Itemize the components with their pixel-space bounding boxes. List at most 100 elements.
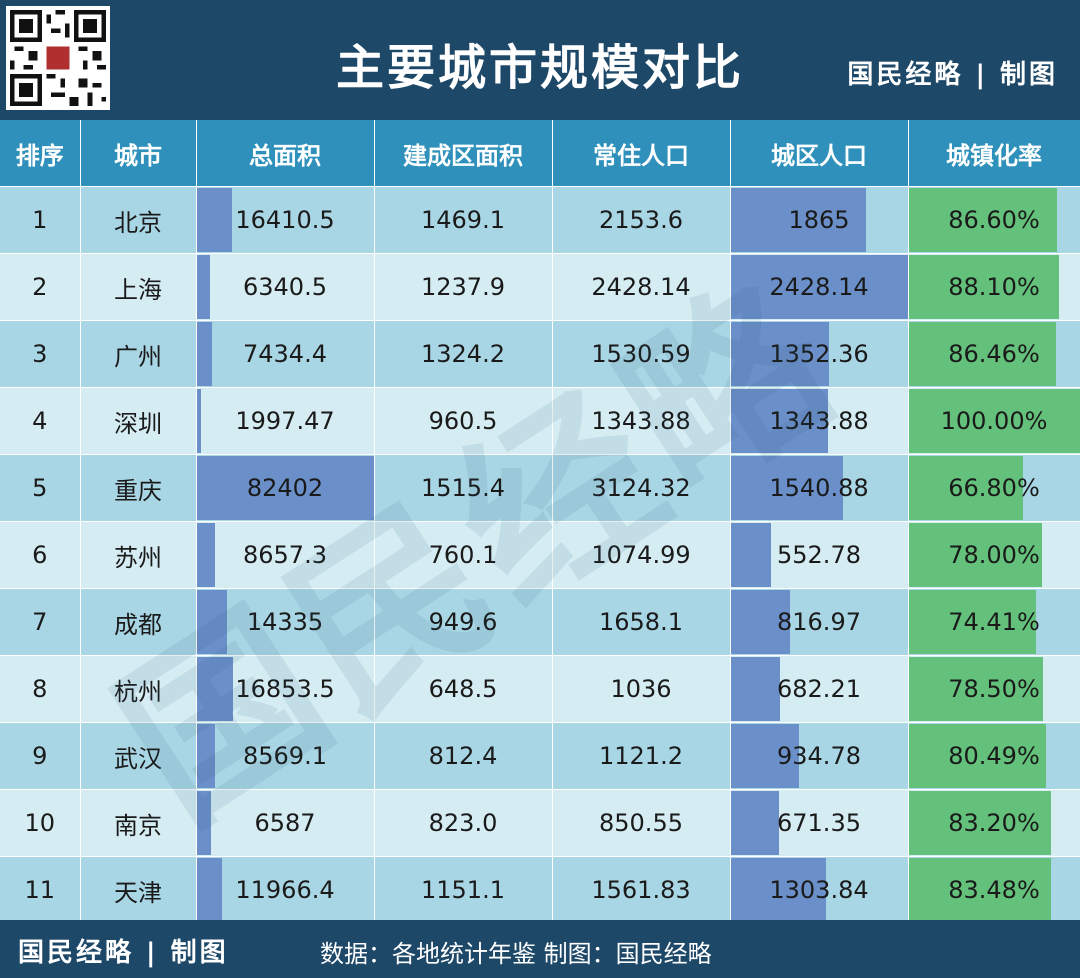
cell-value: 3 <box>32 340 48 368</box>
total-area-cell: 6587 <box>196 789 375 857</box>
urbanization-bar <box>908 590 1036 654</box>
table-row: 2 上海 6340.5 1237.9 2428.14 2428.14 88.10% <box>0 253 1080 321</box>
cell-value: 11966.4 <box>235 876 335 904</box>
cell-value: 广州 <box>114 342 162 371</box>
cell-value: 1865 <box>788 206 850 234</box>
urban-pop-cell: 816.97 <box>730 588 909 656</box>
column-header: 建成区面积 <box>374 120 553 187</box>
city-cell: 天津 <box>80 856 197 924</box>
cell-value: 成都 <box>114 610 162 639</box>
urban-pop-bar <box>730 389 829 453</box>
total-area-bar <box>196 255 211 319</box>
urbanization-bar <box>908 389 1080 453</box>
total-area-bar <box>196 456 374 520</box>
cell-value: 8569.1 <box>243 742 327 770</box>
built-area-cell: 1515.4 <box>374 454 553 522</box>
cell-value: 3124.32 <box>591 474 691 502</box>
urbanization-cell: 80.49% <box>908 722 1080 790</box>
total-area-bar <box>196 523 216 587</box>
resident-pop-cell: 2428.14 <box>552 253 731 321</box>
urbanization-cell: 83.20% <box>908 789 1080 857</box>
urban-pop-cell: 2428.14 <box>730 253 909 321</box>
urban-pop-bar <box>730 523 771 587</box>
cell-value: 16410.5 <box>235 206 335 234</box>
cell-value: 6 <box>32 541 48 569</box>
column-header: 排序 <box>0 120 81 187</box>
built-area-cell: 760.1 <box>374 521 553 589</box>
total-area-cell: 1997.47 <box>196 387 375 455</box>
cell-value: 1352.36 <box>769 340 869 368</box>
urbanization-cell: 86.46% <box>908 320 1080 388</box>
page-title: 主要城市规模对比 <box>335 40 744 96</box>
total-area-bar <box>196 590 228 654</box>
city-cell: 上海 <box>80 253 197 321</box>
urbanization-bar <box>908 724 1047 788</box>
rank-cell: 2 <box>0 253 81 321</box>
urbanization-cell: 66.80% <box>908 454 1080 522</box>
table-row: 7 成都 14335 949.6 1658.1 816.97 74.41% <box>0 588 1080 656</box>
city-cell: 北京 <box>80 186 197 254</box>
total-area-cell: 7434.4 <box>196 320 375 388</box>
urbanization-cell: 78.00% <box>908 521 1080 589</box>
table-row: 3 广州 7434.4 1324.2 1530.59 1352.36 86.46% <box>0 320 1080 388</box>
header: 主要城市规模对比 国民经略 | 制图 <box>0 0 1080 118</box>
built-area-cell: 949.6 <box>374 588 553 656</box>
city-cell: 广州 <box>80 320 197 388</box>
cell-value: 上海 <box>114 275 162 304</box>
urbanization-bar <box>908 791 1051 855</box>
urban-pop-bar <box>730 657 781 721</box>
table-body: 1 北京 16410.5 1469.1 2153.6 1865 86.60% 2 上海 6340.… <box>0 186 1080 924</box>
column-header: 常住人口 <box>552 120 731 187</box>
urbanization-bar <box>908 255 1060 319</box>
rank-cell: 7 <box>0 588 81 656</box>
total-area-cell: 82402 <box>196 454 375 522</box>
total-area-cell: 16853.5 <box>196 655 375 723</box>
built-area-cell: 1324.2 <box>374 320 553 388</box>
cell-value: 960.5 <box>428 407 498 435</box>
urbanization-bar <box>908 657 1043 721</box>
urban-pop-cell: 934.78 <box>730 722 909 790</box>
built-area-cell: 1469.1 <box>374 186 553 254</box>
qr-code-icon <box>6 6 110 110</box>
total-area-bar <box>196 657 233 721</box>
urbanization-bar <box>908 858 1052 922</box>
cell-value: 100.00% <box>940 407 1048 435</box>
cell-value: 1303.84 <box>769 876 869 904</box>
resident-pop-cell: 1036 <box>552 655 731 723</box>
cell-value: 682.21 <box>777 675 861 703</box>
total-area-cell: 11966.4 <box>196 856 375 924</box>
city-cell: 成都 <box>80 588 197 656</box>
cell-value: 1343.88 <box>591 407 691 435</box>
urban-pop-cell: 1540.88 <box>730 454 909 522</box>
cell-value: 850.55 <box>599 809 683 837</box>
data-source-label: 数据：各地统计年鉴 制图：国民经略 <box>320 940 712 968</box>
urbanization-bar <box>908 322 1057 386</box>
cell-value: 83.20% <box>948 809 1040 837</box>
cell-value: 552.78 <box>777 541 861 569</box>
total-area-cell: 8657.3 <box>196 521 375 589</box>
cell-value: 1540.88 <box>769 474 869 502</box>
urban-pop-bar <box>730 322 830 386</box>
urban-pop-cell: 671.35 <box>730 789 909 857</box>
built-area-cell: 812.4 <box>374 722 553 790</box>
resident-pop-cell: 1121.2 <box>552 722 731 790</box>
total-area-cell: 8569.1 <box>196 722 375 790</box>
cell-value: 80.49% <box>948 742 1040 770</box>
city-cell: 杭州 <box>80 655 197 723</box>
urbanization-bar <box>908 188 1057 252</box>
table-row: 11 天津 11966.4 1151.1 1561.83 1303.84 83.48% <box>0 856 1080 924</box>
city-cell: 苏州 <box>80 521 197 589</box>
cell-value: 1121.2 <box>599 742 683 770</box>
built-area-cell: 960.5 <box>374 387 553 455</box>
column-header: 城市 <box>80 120 197 187</box>
cell-value: 9 <box>32 742 48 770</box>
urban-pop-bar <box>730 456 843 520</box>
cell-value: 1151.1 <box>421 876 505 904</box>
cell-value: 2153.6 <box>599 206 683 234</box>
urbanization-cell: 74.41% <box>908 588 1080 656</box>
total-area-bar <box>196 322 213 386</box>
cell-value: 1343.88 <box>769 407 869 435</box>
cell-value: 78.00% <box>948 541 1040 569</box>
urbanization-cell: 78.50% <box>908 655 1080 723</box>
city-cell: 武汉 <box>80 722 197 790</box>
